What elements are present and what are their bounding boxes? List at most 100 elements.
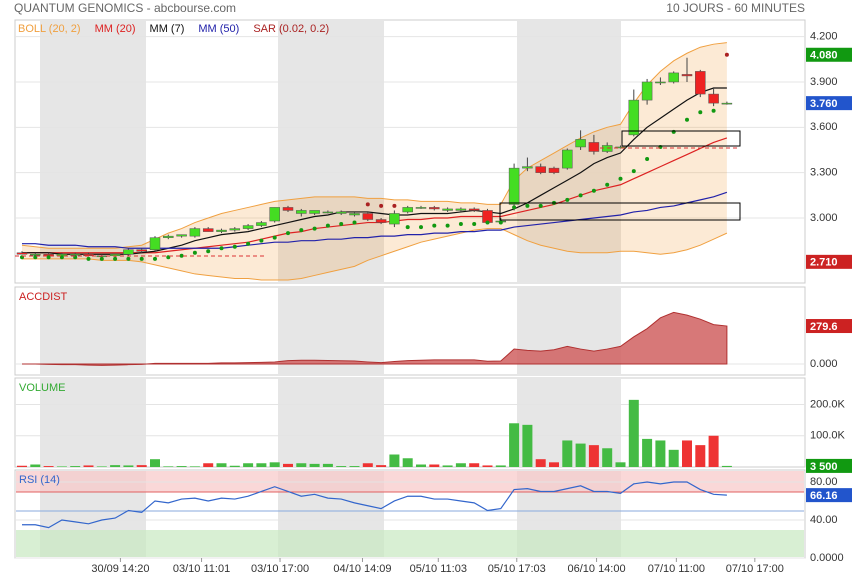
volume-bar xyxy=(17,465,27,467)
sar-dot xyxy=(472,222,477,227)
volume-bar xyxy=(163,466,174,467)
value-flag xyxy=(806,254,852,269)
candle-body xyxy=(269,207,280,222)
value-flag xyxy=(806,96,852,111)
candle-body xyxy=(681,74,693,77)
volume-bar xyxy=(349,466,360,467)
value-flag-label: 3 500 xyxy=(810,461,838,473)
y-tick-label: 3.600 xyxy=(810,121,838,133)
candle-body xyxy=(309,210,320,214)
candle-body xyxy=(16,252,28,255)
sar-dot xyxy=(352,220,357,225)
panel-title: VOLUME xyxy=(19,382,65,394)
x-tick-label: 03/10 11:01 xyxy=(173,563,230,575)
sar-dot xyxy=(671,129,676,134)
candle-body xyxy=(256,222,267,226)
volume-bar xyxy=(668,449,679,467)
sar-dot xyxy=(339,222,344,227)
sar-dot xyxy=(458,222,463,227)
x-tick-label: 04/10 14:09 xyxy=(333,563,391,575)
volume-bar xyxy=(243,463,254,467)
candle-body xyxy=(176,234,187,237)
volume-bar xyxy=(535,459,546,467)
candle-body xyxy=(655,81,666,84)
value-flag-label: 279.6 xyxy=(810,321,838,333)
volume-bar xyxy=(256,463,267,467)
sar-dot xyxy=(685,117,689,122)
candle-body xyxy=(123,249,134,255)
x-tick-label: 30/09 14:20 xyxy=(91,563,149,575)
volume-bar xyxy=(83,465,94,467)
shade xyxy=(278,379,384,466)
legend-entry: MM (50) xyxy=(198,23,239,35)
value-flag-label: 4.080 xyxy=(810,50,838,62)
volume-bar xyxy=(56,466,67,467)
candle-body xyxy=(282,207,294,211)
y-tick-label: 3.000 xyxy=(810,212,838,224)
candle-body xyxy=(429,207,440,210)
value-flag xyxy=(806,488,852,503)
candle-body xyxy=(362,213,374,220)
volume-bar xyxy=(628,399,639,467)
sar-dot xyxy=(631,169,636,174)
volume-bar xyxy=(96,466,107,467)
sar-dot xyxy=(379,203,384,208)
sar-dot xyxy=(192,250,197,255)
sar-dot xyxy=(259,238,264,243)
volume-bar xyxy=(721,465,732,467)
value-flag xyxy=(806,47,852,62)
candle-body xyxy=(721,102,733,105)
value-flag-label: 66.16 xyxy=(810,490,838,502)
candle-body xyxy=(322,211,334,214)
sar-dot xyxy=(525,203,530,208)
candle-body xyxy=(641,81,653,101)
value-flag xyxy=(806,458,852,473)
sar-dot xyxy=(498,220,503,225)
candle-body xyxy=(296,210,307,214)
value-flag-label: 3.760 xyxy=(810,98,838,110)
candle-body xyxy=(335,211,347,214)
volume-bar xyxy=(269,462,280,467)
sar-dot xyxy=(445,223,450,228)
volume-bar xyxy=(495,465,506,467)
sar-dot xyxy=(46,255,51,260)
sar-dot xyxy=(99,256,104,261)
sar-dot xyxy=(432,223,437,228)
annotations xyxy=(15,130,741,257)
box xyxy=(499,202,741,221)
sar-dot xyxy=(113,256,118,261)
shade xyxy=(40,379,146,466)
candle-body xyxy=(562,149,573,169)
sar-dot xyxy=(232,244,237,249)
sar-dot xyxy=(698,110,703,115)
volume-bar xyxy=(336,466,347,467)
sar-dot xyxy=(246,241,251,246)
candle-body xyxy=(69,254,81,256)
candle-body xyxy=(695,71,706,95)
sar-dot xyxy=(645,157,650,162)
volume-bar xyxy=(469,463,480,467)
x-tick-label: 05/10 11:03 xyxy=(410,563,467,575)
shade xyxy=(278,288,384,374)
sar-dot xyxy=(591,188,596,193)
accdist-area xyxy=(22,311,728,366)
sar-dot xyxy=(272,235,277,240)
y-tick-label: 40.00 xyxy=(810,514,838,526)
candle-body xyxy=(189,228,201,237)
x-tick-label: 07/10 11:00 xyxy=(648,563,705,575)
x-tick-label: 06/10 14:00 xyxy=(567,563,625,575)
candle-body xyxy=(136,249,147,252)
y-tick-label: 3.900 xyxy=(810,76,838,88)
panel-title: RSI (14) xyxy=(19,474,60,486)
candle-body xyxy=(216,229,227,232)
sar-dot xyxy=(86,256,91,261)
box xyxy=(621,130,741,147)
volume-bar xyxy=(216,463,227,467)
candle-body xyxy=(522,166,533,169)
volume-bar xyxy=(655,440,666,467)
sar-dot xyxy=(512,205,517,210)
volume-bar xyxy=(150,459,160,467)
sar-dot xyxy=(139,256,144,261)
volume-bar xyxy=(203,463,214,467)
sar-dot xyxy=(605,182,610,187)
